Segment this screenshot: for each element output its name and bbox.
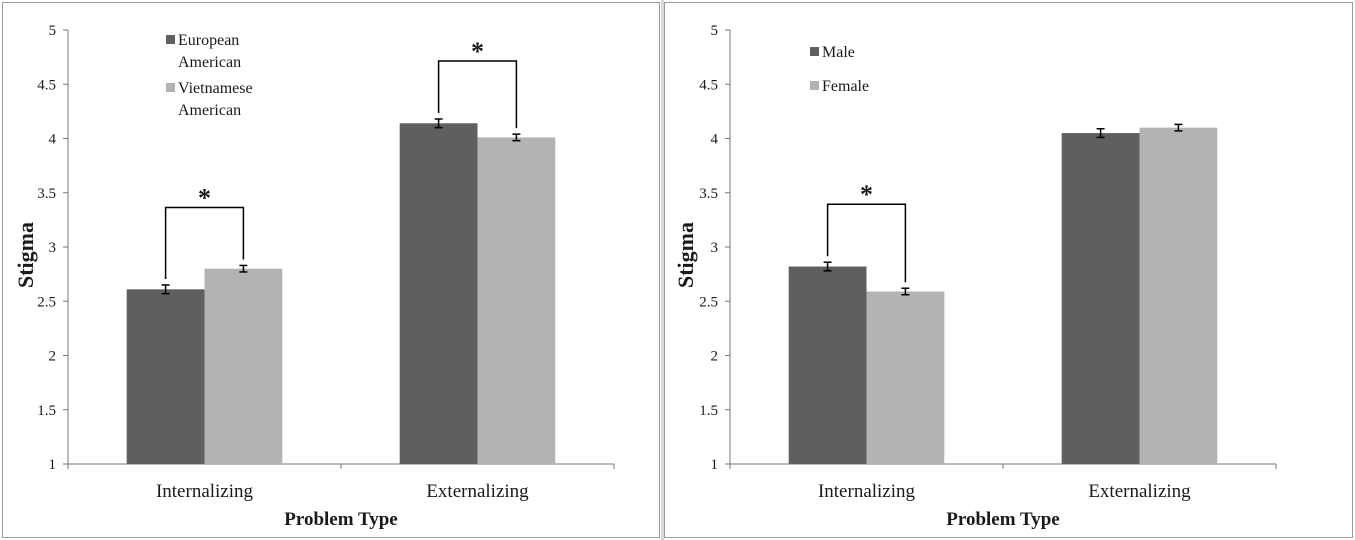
panel-divider [661,0,664,540]
y-tick-label: 4.5 [699,77,718,93]
significance-star: * [198,183,211,212]
y-tick-label: 5 [49,23,57,39]
significance-bracket [164,206,245,279]
legend-swatch [810,81,819,90]
legend-swatch [166,83,175,92]
x-category-label: Externalizing [426,481,529,502]
x-category-label: Internalizing [818,481,916,502]
y-tick-label: 1.5 [699,403,718,419]
significance-star: * [860,180,873,209]
legend-label: Male [822,44,855,61]
y-tick-label: 2.5 [37,294,56,310]
legend-label: American [178,54,241,71]
significance-star: * [471,37,484,66]
bar [866,291,945,464]
chart-panel-ethnicity: 1 1.5 2 2.5 3 3.5 4 4.5 5 Internalizing * Externali… [2,2,660,538]
x-category-label: Externalizing [1088,481,1191,502]
y-tick-label: 1.5 [37,403,56,419]
bar-chart-gender: 1 1.5 2 2.5 3 3.5 4 4.5 5 Internalizing * Externali… [673,23,1277,530]
y-tick-label: 3.5 [37,186,56,202]
bar [1061,133,1140,464]
significance-bracket [826,203,907,283]
chart-panel-gender: 1 1.5 2 2.5 3 3.5 4 4.5 5 Internalizing * Externali… [664,2,1353,538]
y-tick-label: 5 [711,23,719,39]
bar-chart-ethnicity: 1 1.5 2 2.5 3 3.5 4 4.5 5 Internalizing * Externali… [13,23,615,530]
y-tick-label: 4 [49,132,57,148]
x-axis-title: Problem Type [946,509,1059,530]
y-tick-label: 3 [49,240,57,256]
y-tick-label: 2 [49,349,57,365]
y-tick-label: 2.5 [699,294,718,310]
y-tick-label: 2 [711,349,719,365]
bar [788,266,867,464]
legend-label: American [178,102,241,119]
bar [126,289,205,464]
legend-label: European [178,32,239,49]
y-axis-title: Stigma [13,222,38,288]
x-category-label: Internalizing [156,481,254,502]
bar [204,268,283,464]
legend-swatch [166,35,175,44]
y-axis-title: Stigma [673,222,698,288]
legend-label: Female [822,78,869,95]
y-tick-label: 1 [49,457,57,473]
bar [1139,127,1218,465]
y-tick-label: 1 [711,457,719,473]
y-tick-label: 4 [711,132,719,148]
y-tick-label: 3 [711,240,719,256]
y-tick-label: 4.5 [37,77,56,93]
significance-bracket [437,60,518,129]
x-axis-title: Problem Type [284,509,397,530]
legend-swatch [810,47,819,56]
bar [399,123,478,464]
bar [477,137,556,465]
y-tick-label: 3.5 [699,186,718,202]
legend-label: Vietnamese [178,80,253,97]
